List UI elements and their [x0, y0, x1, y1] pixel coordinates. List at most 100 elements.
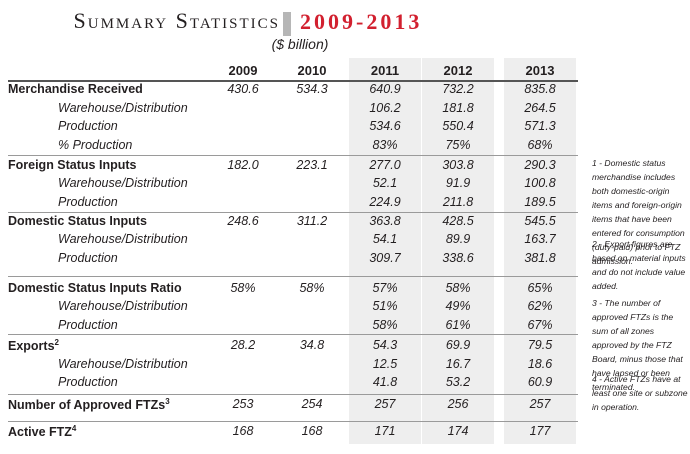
row-label: Warehouse/Distribution	[58, 101, 188, 115]
table-cell: 177	[529, 424, 551, 438]
table-cell: 58%	[299, 281, 325, 295]
row-label: Exports2	[8, 338, 59, 354]
table-cell: 69.9	[445, 338, 471, 352]
table-cell: 545.5	[524, 214, 556, 228]
row-label: Production	[58, 375, 118, 389]
table-cell: 168	[232, 424, 254, 438]
table-cell: 253	[232, 397, 254, 411]
table-cell: 58%	[445, 281, 471, 295]
table-cell: 75%	[445, 138, 471, 152]
table-cell: 223.1	[296, 158, 328, 172]
table-cell: 163.7	[524, 232, 556, 246]
row-label: Active FTZ4	[8, 424, 77, 440]
table-cell: 254	[301, 397, 323, 411]
title-divider	[283, 12, 291, 36]
title-year-range: 2009-2013	[300, 9, 423, 34]
shaded-column-2013	[504, 58, 576, 444]
table-cell: 174	[447, 424, 469, 438]
table-cell: 51%	[372, 299, 398, 313]
table-cell: 550.4	[442, 119, 474, 133]
table-cell: 248.6	[227, 214, 259, 228]
table-cell: 264.5	[524, 101, 556, 115]
table-cell: 16.7	[445, 357, 471, 371]
table-cell: 534.3	[296, 82, 328, 96]
year-header-2013: 2013	[525, 63, 555, 78]
table-cell: 58%	[372, 318, 398, 332]
row-label: Foreign Status Inputs	[8, 158, 137, 172]
year-header-2012: 2012	[443, 63, 473, 78]
footnote-2: 2 - Export figures are based on material…	[592, 239, 686, 291]
row-divider	[8, 394, 578, 395]
table-cell: 363.8	[369, 214, 401, 228]
table-cell: 571.3	[524, 119, 556, 133]
footnote-marker: 3	[165, 397, 170, 406]
row-label: Production	[58, 195, 118, 209]
table-cell: 309.7	[369, 251, 401, 265]
row-label: Warehouse/Distribution	[58, 299, 188, 313]
table-cell: 28.2	[230, 338, 256, 352]
row-label: Domestic Status Inputs Ratio	[8, 281, 182, 295]
row-divider	[8, 276, 578, 277]
row-label: Number of Approved FTZs3	[8, 397, 170, 413]
table-cell: 430.6	[227, 82, 259, 96]
table-cell: 58%	[230, 281, 256, 295]
table-cell: 53.2	[445, 375, 471, 389]
table-cell: 89.9	[445, 232, 471, 246]
table-cell: 41.8	[372, 375, 398, 389]
table-cell: 12.5	[372, 357, 398, 371]
title-summary-statistics: Summary Statistics	[73, 8, 280, 33]
table-cell: 211.8	[442, 195, 474, 209]
row-label: Production	[58, 251, 118, 265]
table-cell: 68%	[527, 138, 553, 152]
table-cell: 54.3	[372, 338, 398, 352]
table-cell: 640.9	[369, 82, 401, 96]
table-cell: 49%	[445, 299, 471, 313]
table-cell: 181.8	[442, 101, 474, 115]
table-cell: 256	[447, 397, 469, 411]
row-divider	[8, 155, 578, 156]
table-cell: 171	[374, 424, 396, 438]
row-label: Production	[58, 318, 118, 332]
row-divider	[8, 421, 578, 422]
footnote-4: 4 - Active FTZs have at least one site o…	[592, 374, 688, 412]
table-cell: 303.8	[442, 158, 474, 172]
table-cell: 79.5	[527, 338, 553, 352]
table-cell: 54.1	[372, 232, 398, 246]
row-label: Warehouse/Distribution	[58, 357, 188, 371]
table-cell: 338.6	[442, 251, 474, 265]
table-cell: 57%	[372, 281, 398, 295]
table-cell: 18.6	[527, 357, 553, 371]
table-cell: 91.9	[445, 176, 471, 190]
row-divider	[8, 80, 578, 82]
table-cell: 732.2	[442, 82, 474, 96]
table-cell: 83%	[372, 138, 398, 152]
table-cell: 65%	[527, 281, 553, 295]
row-label: Warehouse/Distribution	[58, 176, 188, 190]
row-label: % Production	[58, 138, 133, 152]
row-label: Warehouse/Distribution	[58, 232, 188, 246]
table-cell: 100.8	[524, 176, 556, 190]
row-divider	[8, 334, 578, 335]
footnote-3: 3 - The number of approved FTZs is the s…	[592, 298, 683, 392]
table-cell: 52.1	[372, 176, 398, 190]
year-header-2009: 2009	[228, 63, 258, 78]
table-cell: 62%	[527, 299, 553, 313]
table-cell: 290.3	[524, 158, 556, 172]
row-label: Merchandise Received	[8, 82, 143, 96]
table-cell: 277.0	[369, 158, 401, 172]
footnote-marker: 2	[54, 338, 59, 347]
table-cell: 168	[301, 424, 323, 438]
shaded-column-2011	[349, 58, 421, 444]
table-cell: 257	[529, 397, 551, 411]
table-cell: 835.8	[524, 82, 556, 96]
unit-subtitle: ($ billion)	[271, 36, 329, 52]
title-block: Summary Statistics 2009-2013	[0, 8, 600, 38]
table-cell: 311.2	[296, 214, 328, 228]
row-label: Domestic Status Inputs	[8, 214, 147, 228]
table-cell: 224.9	[369, 195, 401, 209]
row-divider	[8, 212, 578, 213]
table-cell: 106.2	[369, 101, 401, 115]
year-header-2011: 2011	[370, 63, 400, 78]
year-header-2010: 2010	[297, 63, 327, 78]
table-cell: 534.6	[369, 119, 401, 133]
